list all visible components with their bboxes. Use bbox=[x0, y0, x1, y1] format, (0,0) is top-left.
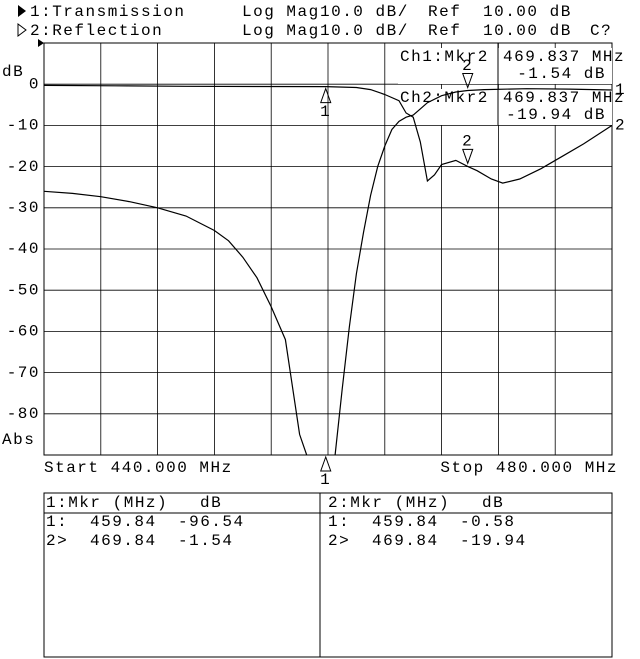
y-tick-label: -10 bbox=[7, 117, 40, 135]
marker-label: 2 bbox=[462, 57, 473, 75]
header-ref-value: 10.00 dB bbox=[483, 22, 572, 40]
header-label: 2:Reflection bbox=[30, 22, 163, 40]
readout-background bbox=[398, 89, 612, 125]
header-scale: 10.0 dB/ bbox=[320, 3, 409, 21]
table-cell: -0.58 bbox=[460, 513, 516, 531]
y-tick-label: -70 bbox=[7, 364, 40, 382]
plot-frame bbox=[43, 42, 613, 456]
readout-value: -19.94 dB bbox=[506, 106, 606, 124]
y-tick-label: 0 bbox=[29, 75, 40, 93]
readout-frequency: 469.837 MHz bbox=[503, 89, 625, 107]
readout-value: -1.54 dB bbox=[517, 65, 606, 83]
readout-label: Ch2:Mkr2 bbox=[400, 89, 489, 107]
reference-arrow bbox=[38, 39, 44, 47]
trace-end-label: 2 bbox=[615, 117, 626, 135]
stop-label: Stop 480.000 MHz bbox=[440, 459, 618, 477]
table-header: 2:Mkr (MHz) bbox=[328, 494, 450, 512]
table-header: 1:Mkr (MHz) bbox=[46, 494, 168, 512]
trace-end-label: 1 bbox=[615, 81, 626, 99]
marker-table-frame bbox=[43, 492, 613, 658]
y-tick-label: -60 bbox=[7, 323, 40, 341]
trace bbox=[44, 88, 612, 455]
marker: 1 bbox=[320, 455, 332, 489]
table-cell: 459.84 bbox=[90, 513, 157, 531]
table-cell: 2> bbox=[328, 532, 350, 550]
table-header: dB bbox=[200, 494, 222, 512]
y-unit-label: dB bbox=[2, 63, 24, 81]
marker: 2 bbox=[462, 133, 474, 165]
header-label: 1:Transmission bbox=[30, 3, 185, 21]
marker-label: 2 bbox=[462, 133, 473, 151]
y-tick-label: -40 bbox=[7, 240, 40, 258]
header-ref-value: 10.00 dB bbox=[483, 3, 572, 21]
marker-triangle bbox=[320, 87, 332, 104]
active-channel-indicator bbox=[18, 5, 26, 17]
header-ref: Ref bbox=[428, 22, 461, 40]
header-scale: 10.0 dB/ bbox=[320, 22, 409, 40]
marker-triangle bbox=[462, 148, 474, 165]
y-tick-label: -20 bbox=[7, 158, 40, 176]
table-cell: 459.84 bbox=[372, 513, 439, 531]
table-cell: 1: bbox=[46, 513, 68, 531]
table-cell: 2> bbox=[46, 532, 68, 550]
marker-label: 1 bbox=[320, 103, 331, 121]
trace bbox=[44, 84, 612, 184]
header-status: C? bbox=[590, 22, 612, 40]
header-format: Log Mag bbox=[242, 3, 320, 21]
marker: 2 bbox=[462, 57, 474, 90]
readout-label: Ch1:Mkr2 bbox=[400, 48, 489, 66]
marker: 1 bbox=[320, 87, 332, 121]
table-cell: 469.84 bbox=[372, 532, 439, 550]
readout-frequency: 469.837 MHz bbox=[503, 48, 625, 66]
marker-triangle bbox=[320, 455, 332, 472]
table-header: dB bbox=[482, 494, 504, 512]
table-cell: -1.54 bbox=[178, 532, 234, 550]
table-cell: -96.54 bbox=[178, 513, 245, 531]
table-cell: 1: bbox=[328, 513, 350, 531]
marker-label: 1 bbox=[320, 471, 331, 489]
y-tick-label: -80 bbox=[7, 405, 40, 423]
readout-background bbox=[398, 48, 612, 84]
y-mode-label: Abs bbox=[2, 431, 35, 449]
channel-indicator bbox=[17, 23, 27, 37]
y-tick-label: -50 bbox=[7, 281, 40, 299]
start-label: Start 440.000 MHz bbox=[44, 459, 233, 477]
marker-triangle bbox=[462, 73, 474, 90]
table-cell: -19.94 bbox=[460, 532, 527, 550]
header-format: Log Mag bbox=[242, 22, 320, 40]
y-tick-label: -30 bbox=[7, 199, 40, 217]
table-cell: 469.84 bbox=[90, 532, 157, 550]
header-ref: Ref bbox=[428, 3, 461, 21]
